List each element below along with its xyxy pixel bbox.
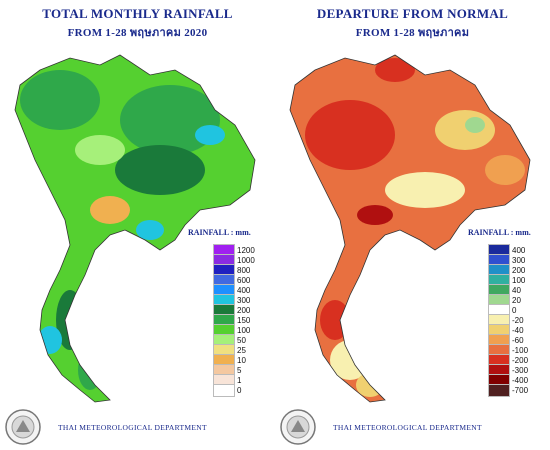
rainfall-legend-swatch: [213, 384, 235, 397]
footer-credit: THAI METEOROLOGICAL DEPARTMENT: [58, 423, 207, 432]
departure-legend-label: 40: [512, 286, 521, 295]
departure-legend-label: -200: [512, 356, 529, 365]
departure-legend-entry: -700: [488, 384, 550, 397]
rainfall-legend-label: 50: [237, 336, 246, 345]
departure-legend-label: 200: [512, 266, 526, 275]
rainfall-legend-label: 400: [237, 286, 251, 295]
departure-date-range: FROM 1-28 พฤษภาคม: [355, 27, 470, 39]
rainfall-legend-label: 600: [237, 276, 251, 285]
departure-legend-label: 100: [512, 276, 526, 285]
departure-legend-label: -40: [512, 326, 524, 335]
rainfall-legend-label: 5: [237, 366, 242, 375]
tmd-seal-logo: [280, 409, 316, 445]
country-outline: [14, 54, 256, 403]
country-outline: [289, 54, 531, 403]
departure-legend-label: 20: [512, 296, 521, 305]
rainfall-legend-label: 150: [237, 316, 251, 325]
departure-legend-swatch: [488, 384, 510, 397]
rainfall-legend-label: 800: [237, 266, 251, 275]
rainfall-legend-label: 300: [237, 296, 251, 305]
footer-credit: THAI METEOROLOGICAL DEPARTMENT: [333, 423, 482, 432]
rainfall-legend-title: RAINFALL : mm.: [188, 228, 251, 237]
departure-legend-label: -700: [512, 386, 529, 395]
rainfall-legend-label: 1000: [237, 256, 255, 265]
rainfall-legend-entry: 0: [213, 384, 283, 397]
departure-title: DEPARTURE FROM NORMAL: [316, 6, 509, 21]
departure-map: [289, 54, 531, 403]
rainfall-legend-label: 100: [237, 326, 251, 335]
departure-legend-label: 400: [512, 246, 526, 255]
total-rainfall-panel: TOTAL MONTHLY RAINFALL FROM 1-28 พฤษภาคม…: [5, 6, 256, 445]
departure-legend-label: -400: [512, 376, 529, 385]
departure-legend-entry: 400: [488, 244, 550, 257]
rainfall-legend-label: 1200: [237, 246, 255, 255]
total-rainfall-map: [14, 54, 256, 403]
rainfall-legend-label: 200: [237, 306, 251, 315]
rainfall-legend-label: 10: [237, 356, 246, 365]
departure-legend-title: RAINFALL : mm.: [468, 228, 531, 237]
departure-legend-label: 0: [512, 306, 517, 315]
tmd-seal-logo: [5, 409, 41, 445]
rainfall-legend-label: 25: [237, 346, 246, 355]
total-rainfall-date-range: FROM 1-28 พฤษภาคม 2020: [67, 27, 208, 39]
departure-legend-label: -300: [512, 366, 529, 375]
rainfall-legend-label: 1: [237, 376, 242, 385]
departure-legend-entry: 20: [488, 294, 550, 307]
rainfall-legend-label: 0: [237, 386, 242, 395]
departure-legend-label: -60: [512, 336, 524, 345]
total-rainfall-title: TOTAL MONTHLY RAINFALL: [42, 6, 233, 21]
departure-legend-label: 300: [512, 256, 526, 265]
departure-panel: DEPARTURE FROM NORMAL FROM 1-28 พฤษภาคม …: [275, 0, 550, 450]
rainfall-legend-entry: 800: [213, 264, 283, 277]
departure-legend-label: -20: [512, 316, 524, 325]
departure-legend-label: -100: [512, 346, 529, 355]
